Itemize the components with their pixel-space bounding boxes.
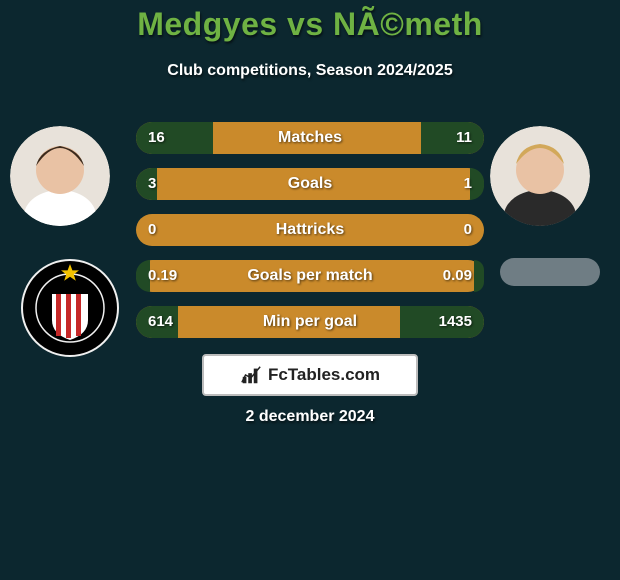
- stat-bar: 00Hattricks: [136, 214, 484, 246]
- date-label: 2 december 2024: [0, 408, 620, 426]
- stat-bar: 0.190.09Goals per match: [136, 260, 484, 292]
- brand-text: FcTables.com: [268, 365, 380, 385]
- stat-bars: 1611Matches 31Goals 00Hattricks 0.190.09Goa…: [136, 122, 484, 352]
- subtitle: Club competitions, Season 2024/2025: [0, 62, 620, 80]
- player-left-avatar: [10, 126, 110, 226]
- club-right-placeholder: [500, 258, 600, 286]
- stat-label: Min per goal: [136, 306, 484, 338]
- stat-label: Matches: [136, 122, 484, 154]
- stat-bar: 6141435Min per goal: [136, 306, 484, 338]
- comparison-card: Medgyes vs NÃ©meth Club competitions, Se…: [0, 0, 620, 580]
- avatar-illustration: [10, 126, 110, 226]
- page-title: Medgyes vs NÃ©meth: [0, 6, 620, 43]
- stat-label: Hattricks: [136, 214, 484, 246]
- avatar-illustration: [490, 126, 590, 226]
- stat-label: Goals per match: [136, 260, 484, 292]
- stat-bar: 31Goals: [136, 168, 484, 200]
- club-badge-illustration: [20, 258, 120, 358]
- club-left-badge: [20, 258, 120, 358]
- stat-bar: 1611Matches: [136, 122, 484, 154]
- brand-box[interactable]: FcTables.com: [202, 354, 418, 396]
- stat-label: Goals: [136, 168, 484, 200]
- bar-chart-icon: [240, 364, 262, 386]
- player-right-avatar: [490, 126, 590, 226]
